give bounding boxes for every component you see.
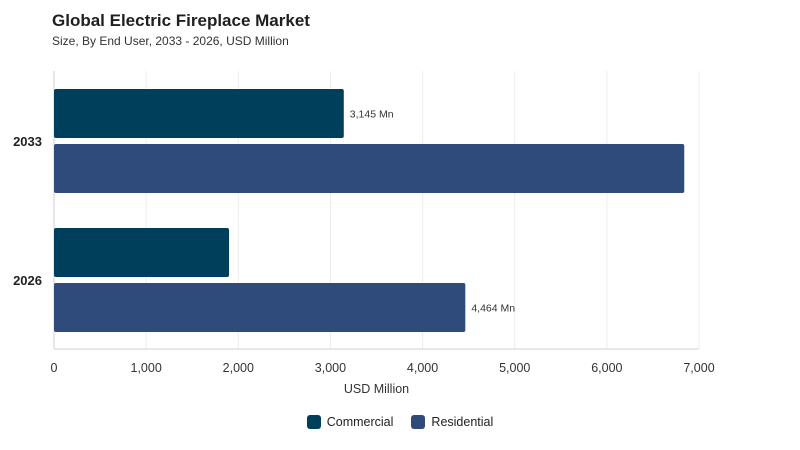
legend-item-commercial[interactable]: Commercial — [306, 415, 394, 429]
x-tick-label: 5,000 — [499, 361, 530, 375]
x-tick-label: 6,000 — [591, 361, 622, 375]
x-tick-label: 1,000 — [131, 361, 162, 375]
x-tick-label: 4,000 — [407, 361, 438, 375]
x-tick-label: 3,000 — [315, 361, 346, 375]
y-category-label: 2026 — [13, 273, 42, 288]
legend-label-commercial: Commercial — [326, 415, 394, 429]
x-axis-title: USD Million — [344, 382, 409, 396]
chart-subtitle: Size, By End User, 2033 - 2026, USD Mill… — [52, 34, 289, 48]
x-tick-label: 2,000 — [223, 361, 254, 375]
bar-chart: 0 1,000 2,000 3,000 4,000 5,000 6,000 7,000 USD … — [13, 71, 715, 396]
legend-swatch-commercial — [306, 415, 321, 429]
bar-residential-2026 — [54, 283, 466, 332]
bar-residential-2033 — [54, 144, 685, 193]
y-category-label: 2033 — [13, 134, 42, 149]
x-tick-label: 7,000 — [683, 361, 714, 375]
x-tick-label: 0 — [51, 361, 58, 375]
legend-swatch-residential — [411, 415, 426, 429]
data-label: 3,145 Mn — [350, 109, 394, 121]
bar-commercial-2033 — [54, 89, 344, 138]
legend-label-residential: Residential — [431, 415, 494, 429]
bar-commercial-2026 — [54, 228, 230, 277]
legend: Commercial Residential — [0, 415, 800, 429]
chart-title: Global Electric Fireplace Market — [52, 11, 310, 30]
legend-item-residential[interactable]: Residential — [411, 415, 493, 429]
data-label: 4,464 Mn — [471, 303, 515, 315]
